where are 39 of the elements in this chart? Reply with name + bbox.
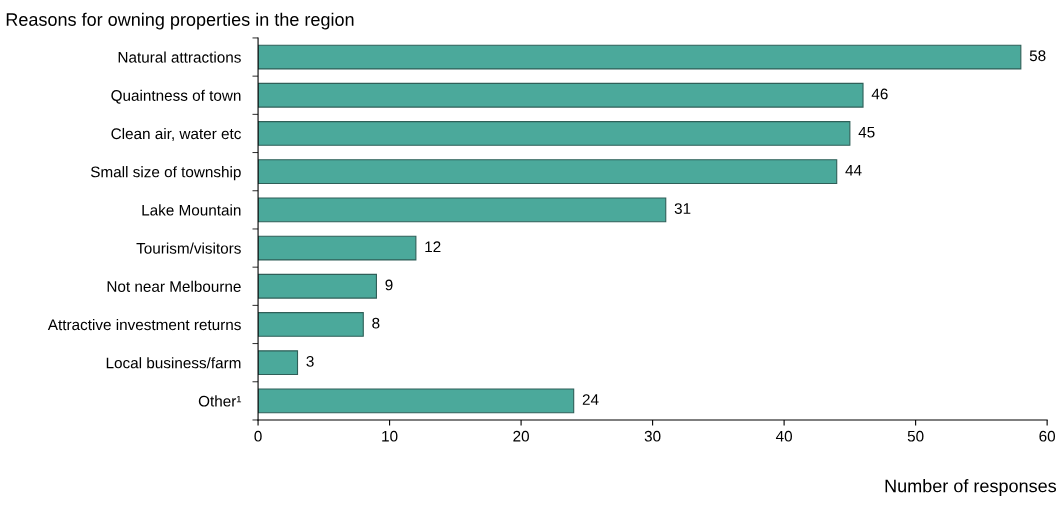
y-tick-label: Local business/farm	[106, 357, 241, 369]
bar	[258, 44, 1022, 70]
chart-title: Reasons for owning properties in the region	[6, 12, 354, 30]
data-label: 58	[1029, 50, 1046, 62]
y-tick-label: Lake Mountain	[142, 204, 241, 216]
data-label: 31	[674, 203, 691, 214]
x-tick-label: 10	[382, 430, 398, 442]
bar	[258, 121, 851, 146]
x-tick-label: 40	[775, 430, 793, 442]
bar	[258, 197, 667, 223]
bar	[258, 82, 864, 108]
x-tick-label: 20	[513, 430, 529, 442]
bar	[258, 235, 417, 261]
data-label: 3	[306, 355, 314, 367]
data-label: 8	[372, 317, 380, 329]
bar	[258, 312, 364, 337]
data-label: 46	[871, 88, 888, 100]
y-tick-label: Clean air, water etc	[111, 127, 241, 141]
y-tick-label: Small size of township	[90, 166, 241, 181]
bar	[258, 350, 299, 376]
bar	[258, 388, 575, 414]
data-label: 12	[425, 241, 441, 253]
data-label: 45	[858, 126, 875, 138]
x-tick-label: 30	[644, 430, 661, 442]
data-label: 44	[845, 165, 862, 176]
y-tick-label: Tourism/visitors	[136, 242, 241, 254]
x-tick-label: 0	[254, 430, 262, 442]
x-tick-label: 50	[907, 430, 924, 442]
y-tick-label: Not near Melbourne	[107, 280, 241, 292]
bar	[258, 159, 838, 185]
x-tick-label: 60	[1039, 430, 1056, 442]
data-label: 24	[582, 394, 599, 405]
bar	[258, 273, 377, 299]
x-axis-title: Number of responses	[885, 479, 1057, 496]
y-tick-label: Attractive investment returns	[47, 318, 241, 331]
y-tick-label: Other¹	[198, 395, 242, 407]
y-tick-label: Natural attractions	[118, 51, 241, 63]
data-label: 9	[385, 279, 393, 291]
y-tick-label: Quaintness of town	[111, 89, 241, 104]
